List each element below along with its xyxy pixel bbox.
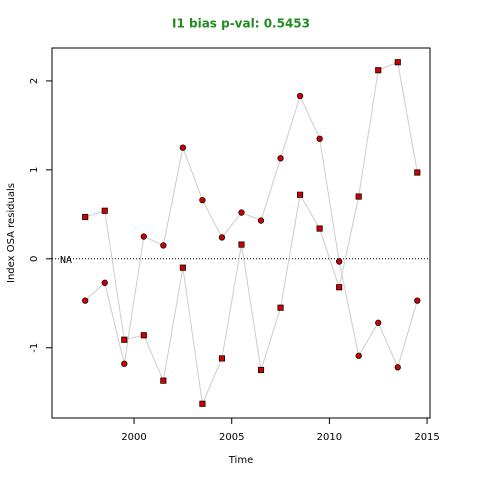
point — [296, 92, 304, 100]
y-tick-label: 2 — [29, 78, 40, 84]
point — [336, 258, 343, 265]
x-tick-label: 2010 — [317, 432, 342, 443]
x-axis-label: Time — [228, 455, 253, 466]
point — [160, 377, 167, 384]
point — [414, 169, 421, 176]
point — [257, 217, 265, 224]
point — [238, 241, 245, 248]
chart-title: I1 bias p-val: 0.5453 — [172, 17, 310, 31]
point — [414, 297, 421, 304]
point — [121, 360, 128, 367]
point — [277, 304, 284, 311]
point — [277, 155, 284, 162]
point — [140, 332, 147, 339]
point — [316, 225, 323, 232]
point — [394, 364, 401, 371]
point — [82, 297, 89, 304]
point — [394, 59, 401, 66]
point — [218, 234, 226, 241]
point — [375, 67, 382, 74]
series-line — [84, 94, 418, 369]
point — [101, 207, 108, 214]
point — [160, 242, 167, 249]
point — [238, 209, 245, 216]
point — [199, 400, 206, 407]
y-tick-label: 1 — [29, 167, 40, 173]
point — [297, 191, 304, 198]
point — [179, 144, 187, 151]
annotation: NA — [60, 255, 72, 266]
plot-frame — [51, 47, 431, 419]
y-tick-label: 0 — [29, 256, 40, 262]
point — [355, 193, 362, 200]
series-line — [85, 61, 418, 406]
y-axis-label: Index OSA residuals — [6, 183, 17, 283]
point — [101, 279, 108, 286]
point — [316, 135, 323, 142]
point — [199, 196, 206, 204]
point — [179, 264, 186, 271]
point — [218, 355, 226, 362]
point — [355, 352, 362, 359]
x-tick-label: 2015 — [414, 432, 439, 443]
point — [257, 366, 265, 374]
point — [336, 284, 343, 291]
point — [140, 233, 147, 240]
point — [121, 336, 128, 343]
x-tick-label: 2000 — [121, 432, 146, 443]
point — [375, 319, 382, 326]
point — [82, 213, 89, 221]
x-tick-label: 2005 — [219, 432, 244, 443]
y-tick-label: -1 — [29, 343, 40, 353]
